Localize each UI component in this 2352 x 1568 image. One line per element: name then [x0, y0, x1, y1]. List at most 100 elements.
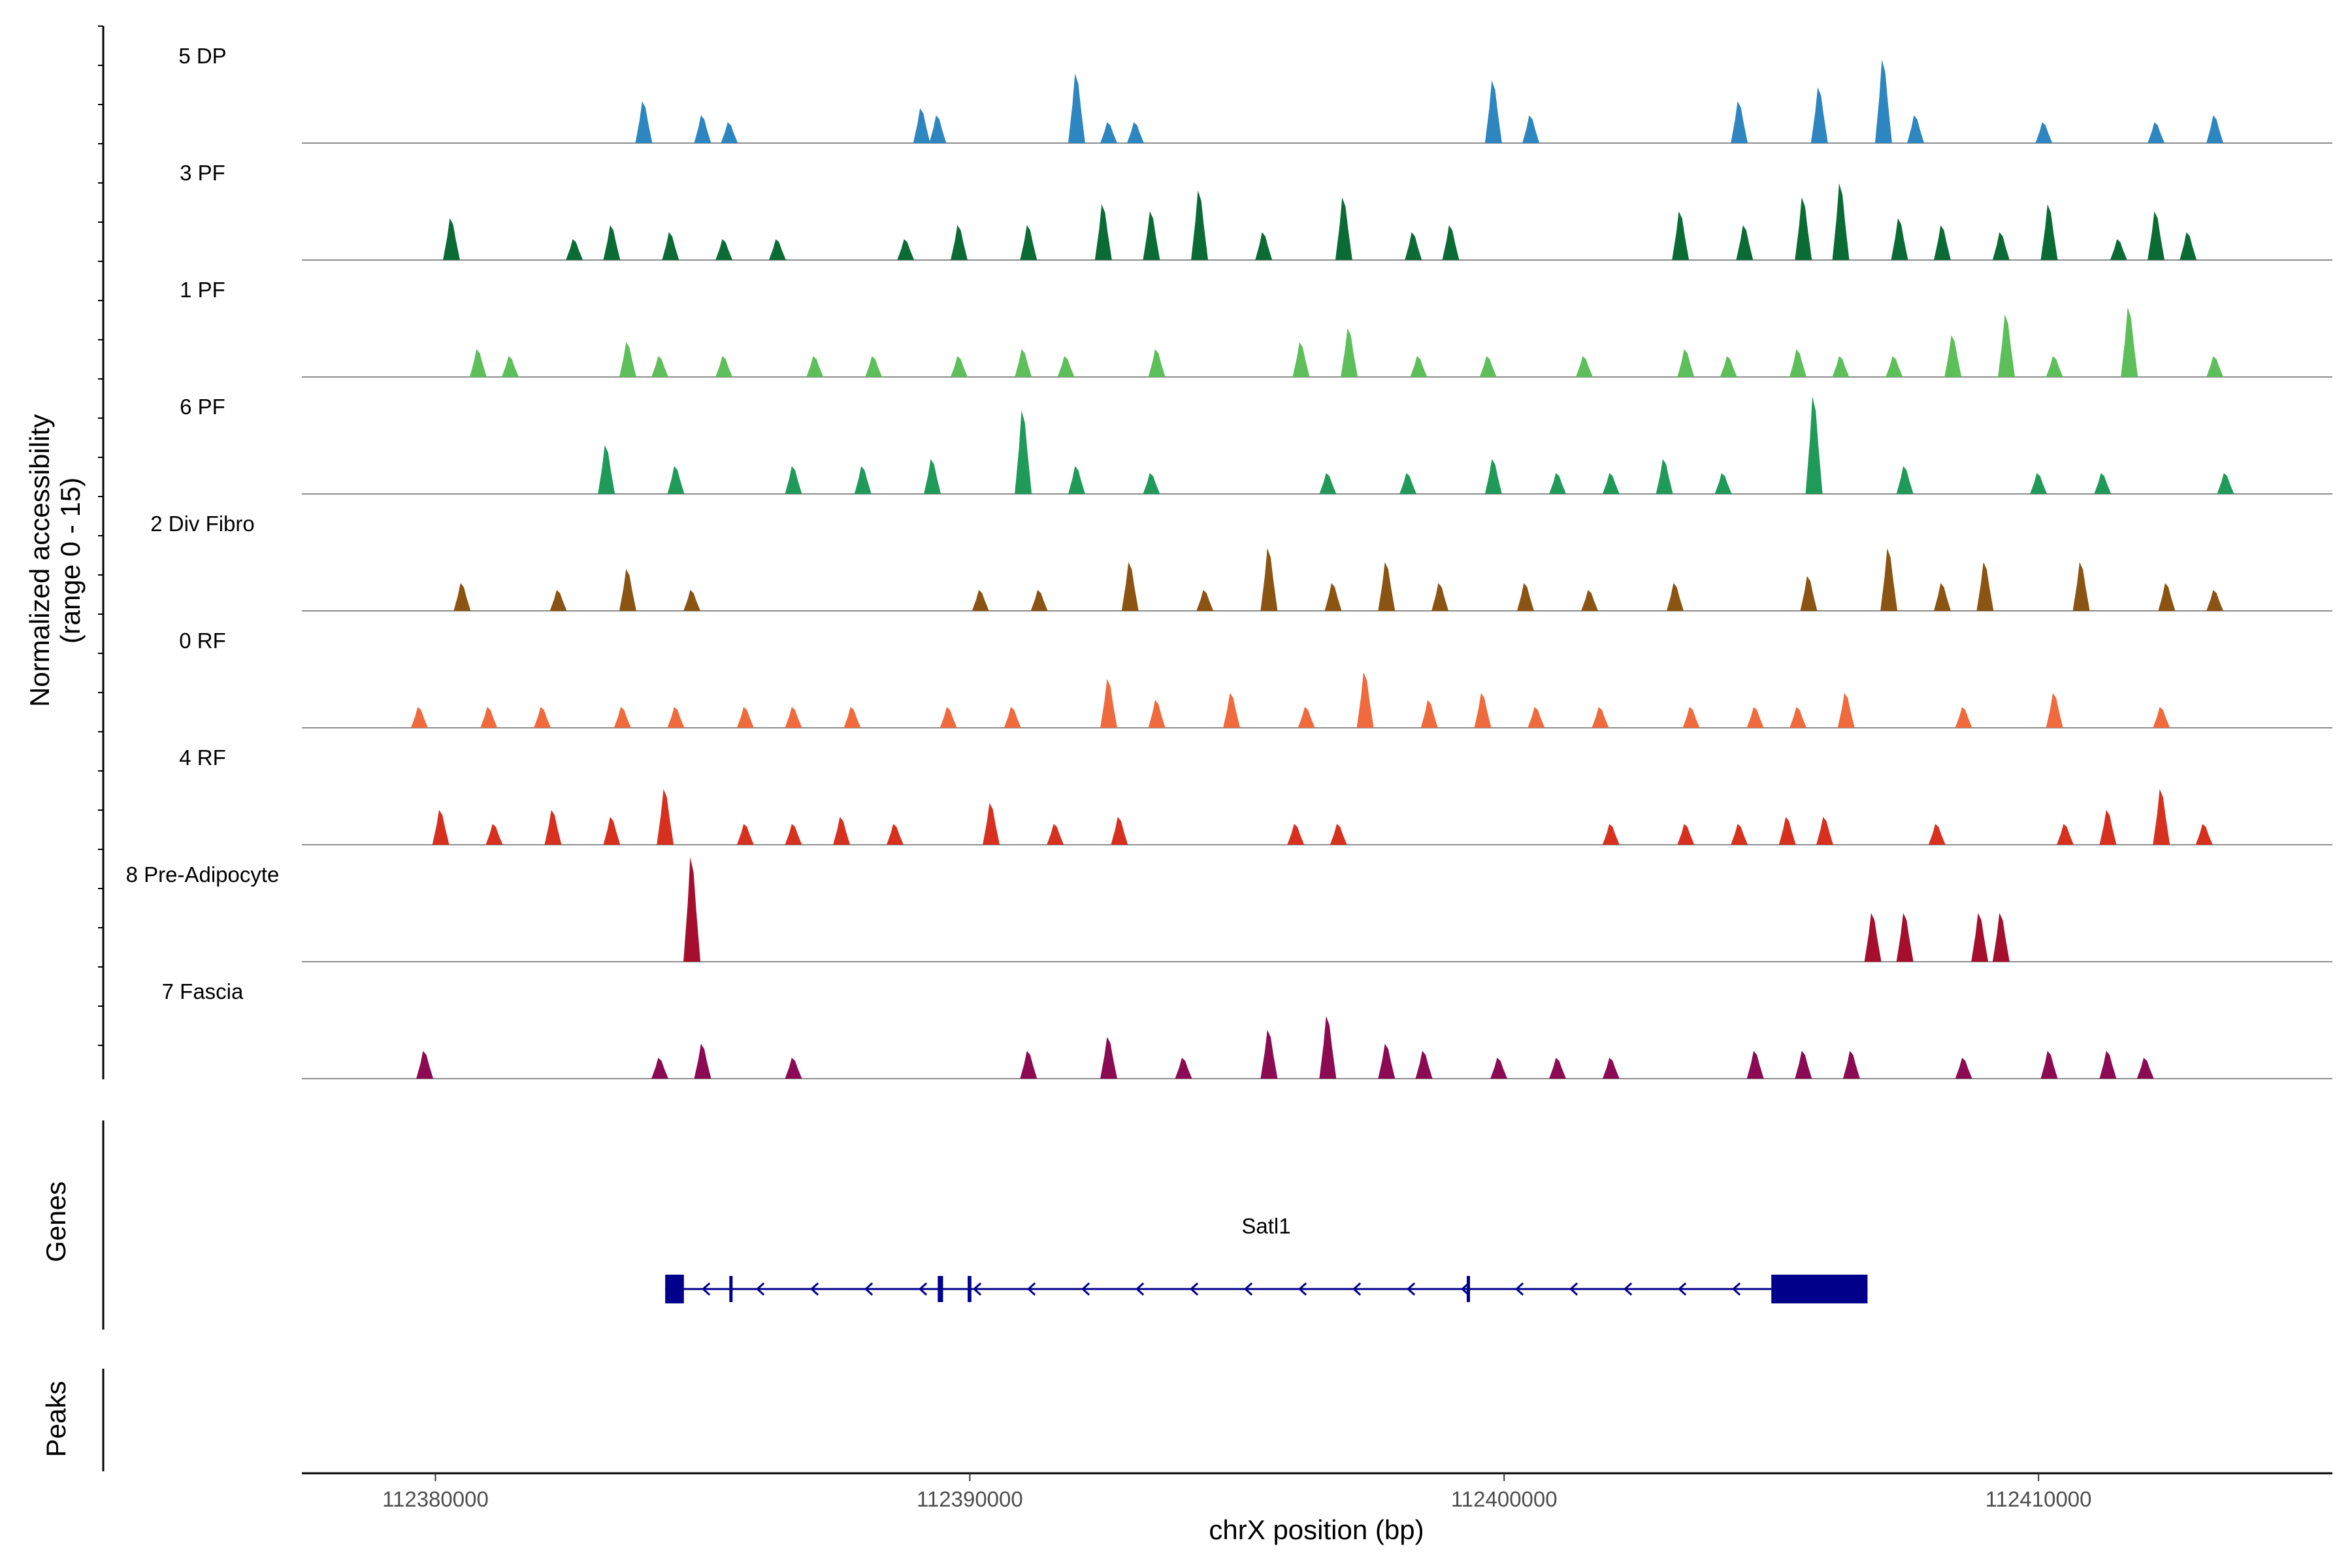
- coverage-peak: [1575, 356, 1593, 377]
- coverage-peak: [1121, 562, 1139, 611]
- coverage-peak: [1795, 1051, 1812, 1079]
- coverage-peak: [1581, 590, 1599, 611]
- coverage-peak: [1976, 562, 1994, 611]
- gene-strand-arrow: [1352, 1282, 1362, 1296]
- coverage-peak: [613, 707, 631, 728]
- gene-strand-arrow: [755, 1282, 765, 1296]
- coverage-peak: [694, 115, 711, 143]
- coverage-peak: [1260, 548, 1278, 611]
- coverage-peak: [1100, 679, 1118, 728]
- coverage-peak: [619, 569, 636, 611]
- coverage-peak: [2030, 473, 2048, 494]
- coverage-peak: [1549, 1058, 1567, 1079]
- gene-exon: [1467, 1276, 1471, 1302]
- coverage-peak: [410, 707, 428, 728]
- track-label: 0 RF: [179, 629, 226, 653]
- coverage-peak: [1682, 707, 1700, 728]
- coverage-peak: [2148, 211, 2165, 260]
- track-8-pre-adipocyte: 8 Pre-Adipocyte: [126, 857, 2332, 962]
- gene-strand-arrow: [1406, 1282, 1416, 1296]
- coverage-peak: [2035, 122, 2053, 143]
- coverage-peak: [1527, 707, 1545, 728]
- coverage-peak: [1111, 817, 1128, 845]
- coverage-peak: [1474, 693, 1492, 728]
- coverage-peak: [1896, 466, 1914, 494]
- coverage-peak: [1015, 410, 1032, 494]
- coverage-peak: [785, 466, 802, 494]
- coverage-peak: [1004, 707, 1021, 728]
- coverage-peak: [854, 466, 872, 494]
- gene-strand-arrow: [864, 1282, 874, 1296]
- coverage-peak: [1842, 1051, 1860, 1079]
- coverage-peak: [1602, 824, 1620, 845]
- coverage-peak: [1746, 1051, 1764, 1079]
- coverage-peak: [667, 707, 685, 728]
- coverage-peak: [951, 356, 968, 377]
- coverage-peak: [485, 824, 503, 845]
- y-axis-title-line1: Normalized accessibility: [24, 414, 55, 707]
- gene-strand-arrow: [809, 1282, 819, 1296]
- genes-panel: Genes Satl1: [41, 1120, 1868, 1330]
- track-label: 6 PF: [180, 395, 225, 419]
- coverage-peak: [1592, 707, 1609, 728]
- genes-panel-title: Genes: [41, 1181, 71, 1262]
- coverage-peak: [1356, 672, 1374, 728]
- track-1-pf: 1 PF: [180, 278, 2332, 378]
- coverage-peak: [715, 239, 733, 260]
- coverage-peak: [2148, 122, 2165, 143]
- coverage-peak: [2153, 707, 2170, 728]
- coverage-peak: [1672, 211, 1690, 260]
- coverage-peak: [2153, 789, 2170, 845]
- coverage-peak: [1677, 824, 1695, 845]
- gene-exon: [1771, 1275, 1868, 1303]
- coverage-peak: [2136, 1058, 2154, 1079]
- coverage-peak: [1057, 356, 1075, 377]
- coverage-peak: [1746, 707, 1764, 728]
- coverage-peak: [1100, 122, 1118, 143]
- coverage-peak: [1020, 1051, 1037, 1079]
- coverage-peak: [913, 108, 930, 143]
- coverage-peak: [635, 101, 653, 143]
- coverage-peak: [1549, 473, 1567, 494]
- coverage-peak: [432, 809, 449, 845]
- coverage-peak: [1731, 101, 1748, 143]
- coverage-peak: [1789, 707, 1807, 728]
- y-axis: Normalized accessibility (range 0 - 15): [24, 25, 105, 1079]
- track-3-pf: 3 PF: [180, 161, 2332, 261]
- coverage-peak: [2099, 809, 2117, 845]
- coverage-peak: [2110, 239, 2127, 260]
- gene-strand-arrow: [972, 1282, 982, 1296]
- coverage-peak: [694, 1043, 711, 1079]
- coverage-peak: [1602, 473, 1620, 494]
- coverage-peak: [1319, 473, 1337, 494]
- coverage-peak: [1720, 356, 1737, 377]
- coverage-peak: [1864, 913, 1882, 962]
- x-axis-title: chrX position (bp): [1209, 1514, 1424, 1545]
- coverage-peak: [1800, 576, 1818, 611]
- y-axis-title-line2: (range 0 - 15): [55, 478, 86, 644]
- coverage-peak: [1795, 197, 1812, 260]
- coverage-peak: [924, 459, 941, 494]
- coverage-peak: [1896, 913, 1914, 962]
- gene-label: Satl1: [1241, 1214, 1290, 1238]
- coverage-peak: [1928, 824, 1946, 845]
- track-label: 2 Div Fibro: [150, 512, 255, 536]
- coverage-peak: [886, 824, 904, 845]
- coverage-peak: [683, 857, 701, 962]
- track-4-rf: 4 RF: [179, 745, 2332, 845]
- coverage-peak: [1955, 707, 1972, 728]
- coverage-peak: [865, 356, 883, 377]
- coverage-peak: [1933, 583, 1951, 611]
- coverage-peak: [1907, 115, 1925, 143]
- track-label: 3 PF: [180, 161, 225, 185]
- coverage-peak: [2121, 307, 2138, 377]
- coverage-peak: [683, 590, 701, 611]
- track-2-div-fibro: 2 Div Fibro: [150, 512, 2332, 612]
- coverage-peak: [1047, 824, 1064, 845]
- track-label: 4 RF: [179, 745, 226, 770]
- track-label: 7 Fascia: [162, 979, 244, 1004]
- coverage-peak: [1020, 225, 1037, 260]
- gene-exon: [938, 1276, 943, 1302]
- coverage-peak: [1832, 356, 1850, 377]
- coverage-peak: [662, 232, 679, 260]
